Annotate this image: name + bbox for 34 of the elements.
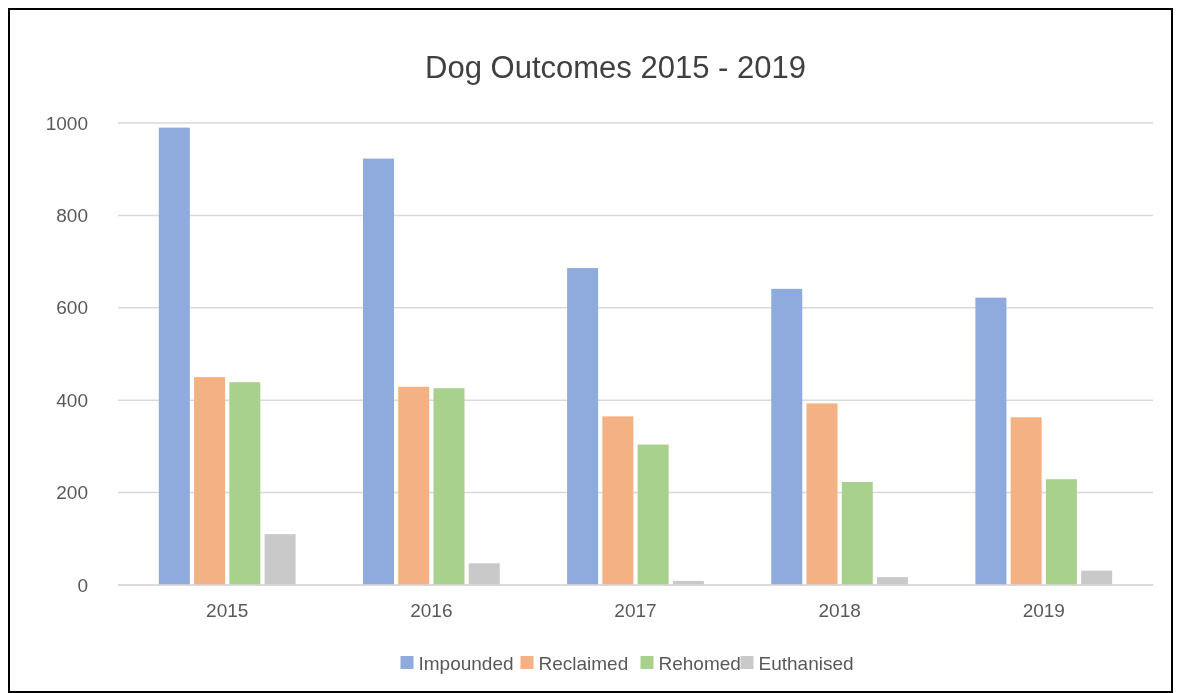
bar xyxy=(229,382,261,585)
bar xyxy=(602,416,634,585)
y-tick-label: 400 xyxy=(56,389,88,411)
legend-label: Rehomed xyxy=(658,652,741,674)
y-tick-label: 600 xyxy=(56,297,88,319)
legend-label: Reclaimed xyxy=(538,652,629,674)
bar xyxy=(806,403,838,585)
x-tick-label: 2016 xyxy=(410,600,453,621)
legend-label: Euthanised xyxy=(758,652,854,674)
bar xyxy=(841,481,873,585)
x-tick-label: 2015 xyxy=(206,600,249,621)
bar xyxy=(468,563,500,585)
bar xyxy=(1010,417,1042,585)
x-tick-label: 2017 xyxy=(614,600,657,621)
bar xyxy=(398,386,430,585)
bar xyxy=(264,534,296,585)
bar xyxy=(1081,570,1113,585)
bar xyxy=(158,127,190,585)
bar xyxy=(1045,479,1077,585)
legend-label: Impounded xyxy=(418,652,514,674)
bar xyxy=(433,388,465,585)
x-tick-label: 2018 xyxy=(818,600,861,621)
y-tick-label: 1000 xyxy=(45,112,88,134)
bar xyxy=(194,377,226,585)
bar xyxy=(975,297,1007,585)
bar xyxy=(362,158,394,585)
bar xyxy=(567,268,599,585)
bar xyxy=(771,288,803,585)
x-tick-label: 2019 xyxy=(1022,600,1065,621)
y-tick-label: 800 xyxy=(56,205,88,227)
y-tick-label: 200 xyxy=(56,482,88,504)
chart-title: Dog Outcomes 2015 - 2019 xyxy=(425,50,806,85)
y-tick-label: 0 xyxy=(77,574,88,596)
bar xyxy=(637,444,669,585)
